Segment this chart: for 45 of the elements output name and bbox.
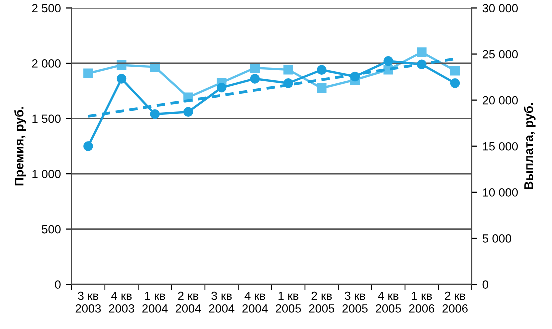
point [450, 66, 460, 76]
point [450, 78, 460, 88]
point [184, 107, 194, 117]
y-axis-title: Премия, руб. [14, 107, 26, 186]
y2-tick-label: 5 000 [482, 234, 512, 243]
y2-tick-label: 30 000 [482, 4, 518, 13]
y-tick-label: 1 000 [32, 170, 61, 178]
y2-tick-label: 10 000 [483, 188, 518, 197]
x-tick-label: 3 кв 2003 [76, 292, 102, 313]
point [116, 74, 127, 84]
point [284, 78, 294, 88]
y-tick-label: 0 [55, 280, 61, 289]
point [84, 68, 94, 78]
x-tick-label: 2 кв 2005 [309, 292, 335, 313]
x-tick-label: 1 кв 2004 [142, 292, 168, 313]
y-tick-label: 1 500 [32, 114, 61, 124]
point [250, 74, 260, 84]
x-tick-label: 1 кв 2006 [409, 292, 435, 313]
y-tick-label: 500 [42, 225, 61, 234]
x-tick-label: 3 кв 2005 [342, 292, 368, 313]
x-tick-label: 3 кв 2004 [209, 292, 235, 313]
y-tick-label: 2 000 [32, 60, 61, 68]
x-tick-label: 4 кв 2003 [109, 292, 134, 313]
point [284, 65, 294, 75]
x-tick-label: 4 кв 2004 [242, 292, 268, 313]
point [317, 84, 327, 94]
y2-tick-label: 20 000 [482, 96, 518, 105]
point [317, 65, 327, 75]
x-tick-label: 2 кв 2006 [442, 292, 468, 313]
y2-tick-label: 15 000 [483, 142, 518, 151]
point [150, 109, 160, 120]
x-tick-label: 1 кв 2005 [276, 292, 302, 313]
point [350, 72, 360, 82]
point [384, 56, 394, 66]
point [250, 63, 260, 73]
point [216, 82, 227, 93]
y-tick-label: 2 500 [32, 4, 61, 13]
y2-tick-label: 25 000 [482, 50, 518, 59]
y2-axis-title: Выплата, руб. [524, 103, 536, 190]
point [417, 48, 427, 58]
x-tick-label: 2 кв 2004 [176, 292, 202, 313]
x-tick-label: 4 кв 2005 [376, 292, 402, 313]
y2-tick-label: 0 [482, 280, 488, 289]
point [417, 60, 427, 70]
point [84, 142, 94, 152]
